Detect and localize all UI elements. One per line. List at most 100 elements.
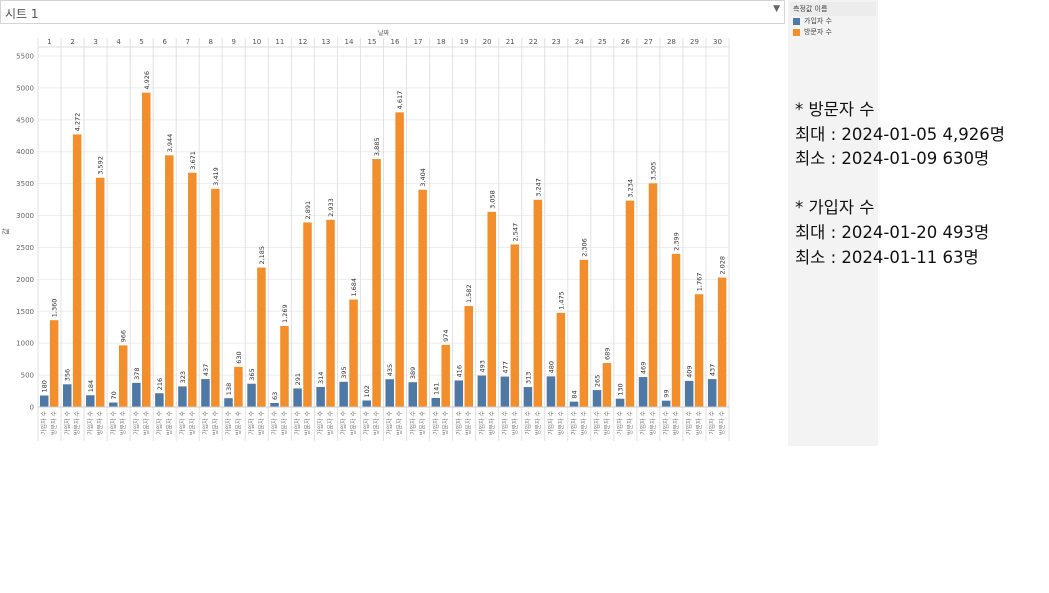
x-series-label: 방문자 수 bbox=[350, 411, 358, 435]
x-series-label: 방문자 수 bbox=[50, 411, 58, 435]
bar-visitors bbox=[602, 363, 612, 407]
x-series-label: 방문자 수 bbox=[557, 411, 565, 435]
x-series-label: 방문자 수 bbox=[603, 411, 611, 435]
bar-subscribers bbox=[661, 400, 671, 407]
x-series-label: 가입자 수 bbox=[708, 411, 716, 435]
x-series-label: 가입자 수 bbox=[224, 411, 232, 435]
x-series-label: 방문자 수 bbox=[626, 411, 634, 435]
x-category-label: 11 bbox=[275, 38, 284, 46]
data-label: 70 bbox=[110, 391, 118, 399]
x-series-label: 가입자 수 bbox=[155, 411, 163, 435]
y-tick-label: 500 bbox=[21, 372, 34, 380]
x-series-label: 가입자 수 bbox=[132, 411, 140, 435]
sheet-selector[interactable]: 시트 1 ▼ bbox=[0, 0, 785, 24]
bar-subscribers bbox=[408, 382, 418, 407]
x-series-label: 가입자 수 bbox=[685, 411, 693, 435]
x-category-label: 1 bbox=[47, 38, 51, 46]
x-series-label: 가입자 수 bbox=[524, 411, 532, 435]
bar-visitors bbox=[118, 345, 128, 407]
x-series-label: 가입자 수 bbox=[616, 411, 624, 435]
data-label: 3,234 bbox=[626, 179, 634, 198]
data-label: 974 bbox=[442, 329, 450, 341]
legend-item-visitors[interactable]: 방문자 수 bbox=[790, 27, 876, 38]
bar-visitors bbox=[280, 326, 289, 407]
x-series-label: 가입자 수 bbox=[294, 411, 302, 435]
data-label: 1,269 bbox=[281, 304, 289, 323]
bar-subscribers bbox=[500, 376, 510, 407]
bar-subscribers bbox=[385, 379, 394, 407]
x-category-label: 17 bbox=[414, 38, 423, 46]
data-label: 2,306 bbox=[580, 238, 588, 257]
legend: 측정값 이름 가입자 수 방문자 수 bbox=[790, 2, 876, 38]
data-label: 3,058 bbox=[488, 190, 496, 209]
x-category-label: 18 bbox=[437, 38, 446, 46]
bar-subscribers bbox=[638, 377, 648, 407]
bar-visitors bbox=[95, 177, 105, 407]
bar-visitors bbox=[257, 267, 266, 407]
x-category-label: 26 bbox=[621, 38, 630, 46]
x-series-label: 방문자 수 bbox=[327, 411, 335, 435]
x-category-label: 4 bbox=[116, 38, 121, 46]
bar-visitors bbox=[441, 344, 450, 407]
data-label: 477 bbox=[501, 361, 509, 373]
data-label: 3,505 bbox=[649, 162, 657, 181]
bar-visitors bbox=[510, 244, 520, 407]
data-label: 4,272 bbox=[74, 113, 82, 132]
x-category-label: 14 bbox=[344, 38, 353, 46]
y-axis-label: 값 bbox=[2, 228, 10, 235]
x-category-label: 6 bbox=[162, 38, 167, 46]
data-label: 2,399 bbox=[673, 232, 681, 251]
bar-visitors bbox=[625, 200, 635, 407]
x-series-label: 가입자 수 bbox=[386, 411, 394, 435]
note-visitors-min: 최소 : 2024-01-09 630명 bbox=[795, 149, 990, 169]
x-series-label: 방문자 수 bbox=[142, 411, 150, 435]
x-category-label: 25 bbox=[598, 38, 607, 46]
data-label: 480 bbox=[547, 361, 555, 373]
data-label: 416 bbox=[455, 365, 463, 377]
bar-visitors bbox=[418, 189, 427, 407]
x-series-label: 가입자 수 bbox=[63, 411, 71, 435]
data-label: 1,582 bbox=[465, 284, 473, 303]
bar-subscribers bbox=[454, 380, 464, 407]
data-label: 2,185 bbox=[258, 246, 266, 265]
x-series-label: 가입자 수 bbox=[40, 411, 48, 435]
x-series-label: 가입자 수 bbox=[86, 411, 94, 435]
x-series-label: 가입자 수 bbox=[340, 411, 348, 435]
bar-subscribers bbox=[109, 402, 118, 407]
bar-subscribers bbox=[270, 402, 279, 407]
data-label: 2,933 bbox=[327, 198, 335, 217]
note-spacer bbox=[795, 172, 1005, 197]
data-label: 2,028 bbox=[719, 256, 727, 275]
bar-subscribers bbox=[224, 398, 233, 407]
x-series-label: 가입자 수 bbox=[593, 411, 601, 435]
data-label: 84 bbox=[570, 390, 578, 398]
x-series-label: 방문자 수 bbox=[419, 411, 427, 435]
x-series-label: 방문자 수 bbox=[257, 411, 265, 435]
data-label: 356 bbox=[64, 369, 72, 381]
data-label: 1,360 bbox=[51, 299, 59, 318]
data-label: 1,684 bbox=[350, 278, 358, 297]
legend-label-subscribers: 가입자 수 bbox=[804, 17, 832, 25]
x-series-label: 방문자 수 bbox=[165, 411, 173, 435]
chevron-down-icon[interactable]: ▼ bbox=[773, 4, 780, 14]
bar-subscribers bbox=[707, 379, 717, 407]
y-tick-label: 5500 bbox=[16, 53, 34, 61]
x-series-label: 가입자 수 bbox=[178, 411, 186, 435]
bar-subscribers bbox=[63, 384, 72, 407]
x-series-label: 방문자 수 bbox=[396, 411, 404, 435]
x-series-label: 방문자 수 bbox=[188, 411, 196, 435]
legend-swatch-visitors bbox=[793, 29, 800, 36]
data-label: 180 bbox=[41, 380, 49, 392]
data-label: 1,767 bbox=[696, 273, 704, 292]
x-series-label: 가입자 수 bbox=[248, 411, 256, 435]
legend-item-subscribers[interactable]: 가입자 수 bbox=[790, 16, 876, 27]
data-label: 1,475 bbox=[557, 291, 565, 310]
x-category-label: 2 bbox=[70, 38, 74, 46]
y-tick-label: 4000 bbox=[16, 148, 34, 156]
x-series-label: 가입자 수 bbox=[455, 411, 463, 435]
note-subscribers-min: 최소 : 2024-01-11 63명 bbox=[795, 247, 979, 267]
data-label: 630 bbox=[235, 351, 243, 363]
data-label: 437 bbox=[202, 364, 210, 376]
data-label: 395 bbox=[340, 366, 348, 378]
data-label: 4,617 bbox=[396, 91, 404, 110]
